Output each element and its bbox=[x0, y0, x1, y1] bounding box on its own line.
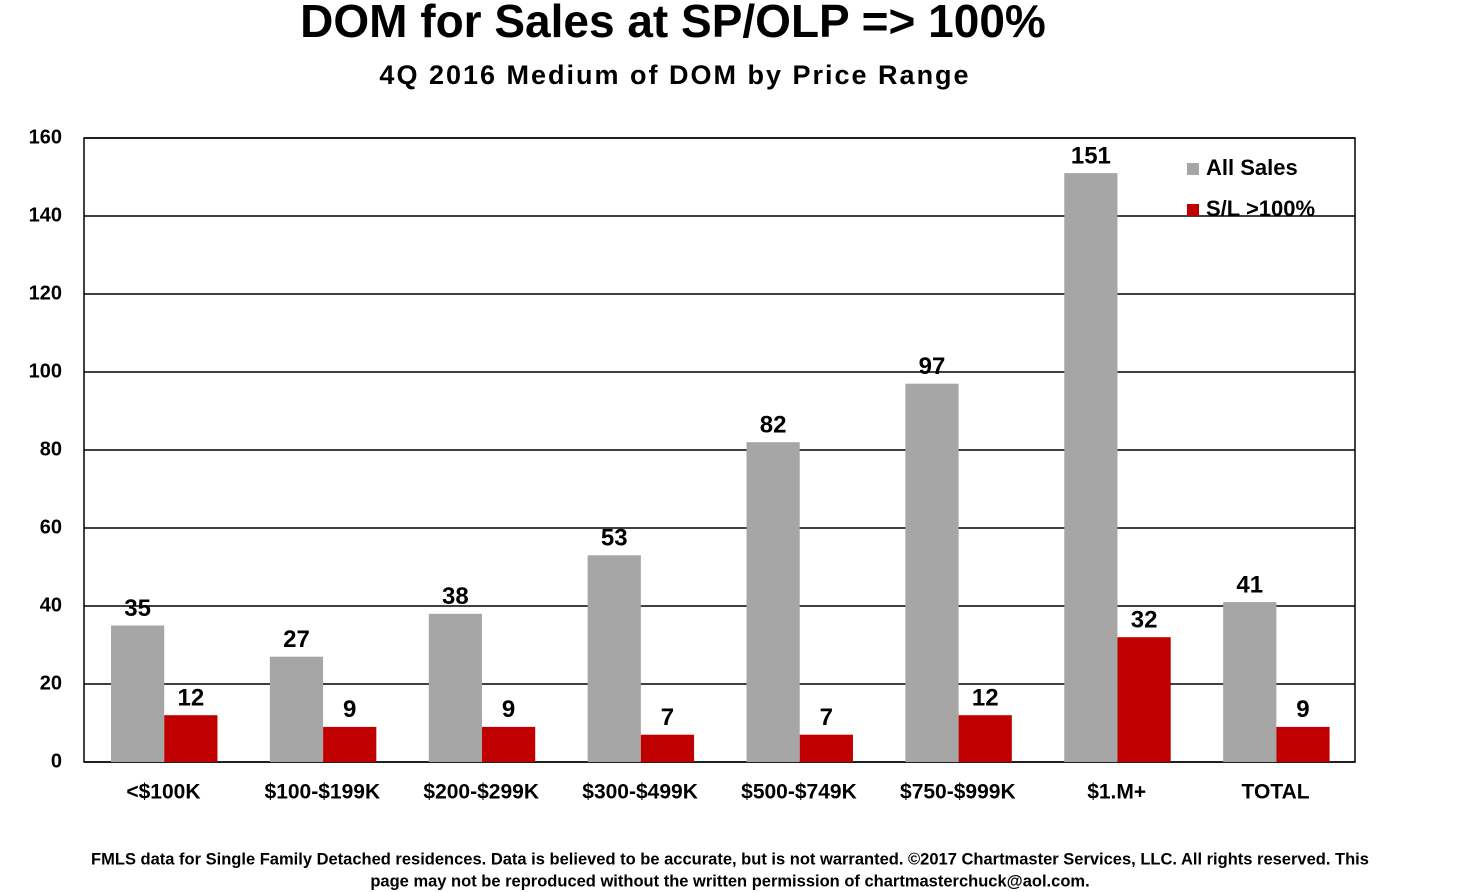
x-tick-label: TOTAL bbox=[1242, 781, 1310, 804]
value-label: 97 bbox=[919, 353, 946, 380]
y-tick-label: 60 bbox=[40, 516, 62, 538]
chart-title: DOM for Sales at SP/OLP => 100% bbox=[300, 0, 1046, 47]
x-tick-label: $300-$499K bbox=[582, 781, 698, 804]
value-label: 41 bbox=[1236, 571, 1263, 598]
y-tick-label: 0 bbox=[51, 750, 62, 772]
bar bbox=[1223, 602, 1277, 762]
bar bbox=[1064, 173, 1118, 763]
value-label: 12 bbox=[177, 685, 204, 712]
y-tick-label: 20 bbox=[40, 672, 62, 694]
value-label: 38 bbox=[442, 583, 469, 610]
x-tick-label: $200-$299K bbox=[423, 781, 539, 804]
bar bbox=[323, 726, 377, 762]
value-label: 7 bbox=[661, 704, 674, 731]
chart-subtitle: 4Q 2016 Medium of DOM by Price Range bbox=[379, 60, 970, 90]
y-tick-label: 140 bbox=[29, 204, 62, 226]
bar bbox=[1117, 637, 1171, 762]
value-label: 35 bbox=[124, 595, 151, 622]
bar bbox=[905, 383, 959, 762]
x-tick-label: $1.M+ bbox=[1087, 781, 1146, 804]
y-tick-label: 80 bbox=[40, 438, 62, 460]
legend-swatch bbox=[1187, 204, 1199, 216]
bar bbox=[111, 625, 165, 762]
x-tick-label: $500-$749K bbox=[741, 781, 857, 804]
legend-label: All Sales bbox=[1206, 155, 1298, 180]
value-label: 151 bbox=[1071, 142, 1111, 169]
value-label: 9 bbox=[343, 696, 356, 723]
y-tick-label: 100 bbox=[29, 360, 62, 382]
footnote: page may not be reproduced without the w… bbox=[370, 872, 1089, 890]
y-tick-label: 120 bbox=[29, 282, 62, 304]
bar bbox=[587, 555, 641, 762]
y-tick-label: 160 bbox=[29, 126, 62, 148]
value-label: 53 bbox=[601, 525, 628, 552]
bar bbox=[164, 715, 218, 762]
x-tick-label: $100-$199K bbox=[265, 781, 381, 804]
value-label: 9 bbox=[502, 696, 515, 723]
value-label: 27 bbox=[283, 626, 310, 653]
value-label: 7 bbox=[820, 704, 833, 731]
bar bbox=[958, 715, 1012, 762]
x-tick-label: <$100K bbox=[126, 781, 200, 804]
bar bbox=[640, 734, 695, 762]
value-label: 12 bbox=[972, 685, 999, 712]
value-label: 9 bbox=[1296, 696, 1309, 723]
bar bbox=[428, 613, 482, 762]
bar bbox=[481, 726, 536, 762]
bar bbox=[269, 656, 324, 762]
bar bbox=[1276, 726, 1330, 762]
x-tick-label: $750-$999K bbox=[900, 781, 1016, 804]
bar bbox=[746, 442, 800, 762]
bar bbox=[799, 734, 853, 762]
legend-label: S/L >100% bbox=[1206, 196, 1315, 221]
value-label: 32 bbox=[1131, 607, 1158, 634]
plot-border bbox=[83, 137, 1356, 763]
footnote: FMLS data for Single Family Detached res… bbox=[91, 850, 1369, 868]
legend-swatch bbox=[1187, 163, 1199, 175]
y-tick-label: 40 bbox=[40, 594, 62, 616]
value-label: 82 bbox=[760, 412, 787, 439]
